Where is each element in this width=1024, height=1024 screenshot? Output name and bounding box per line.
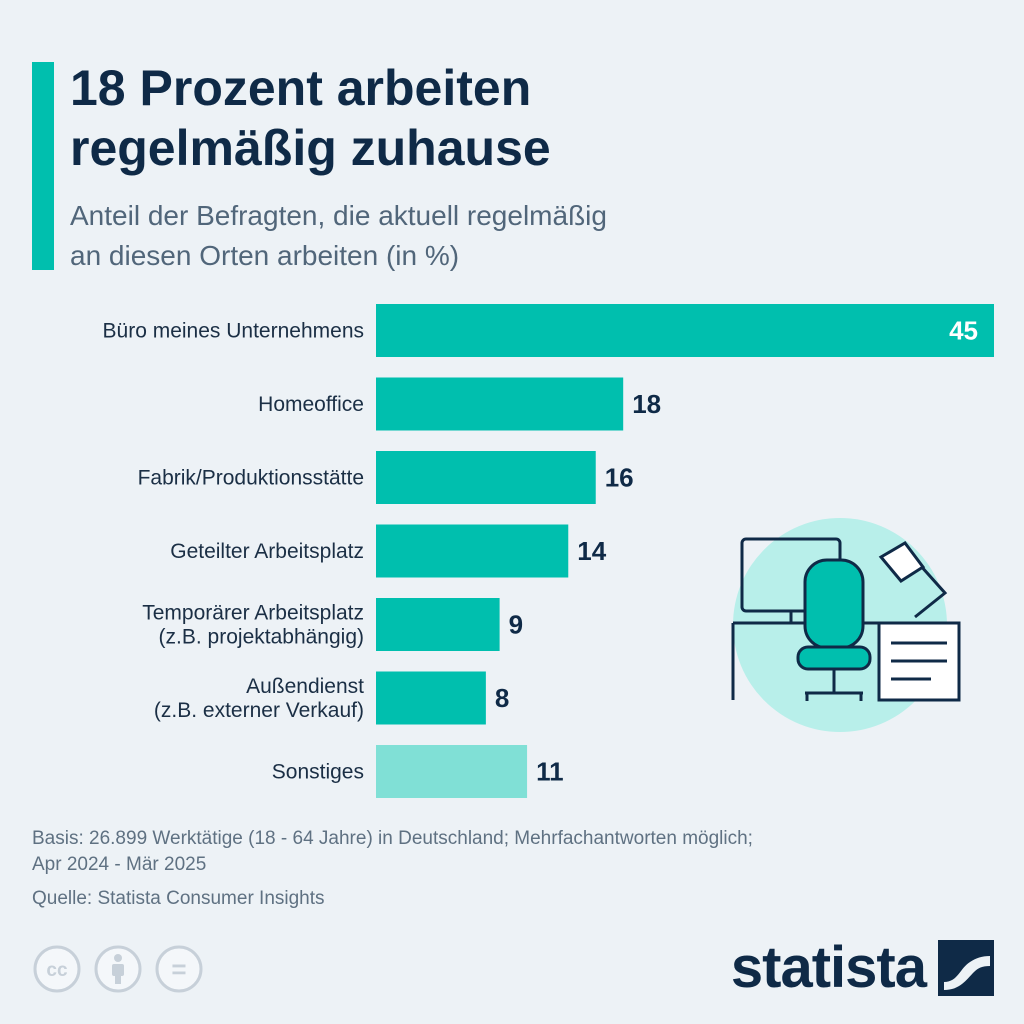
category-label-5-0: Außendienst: [246, 675, 364, 698]
license-icons: cc =: [32, 944, 204, 994]
bar-chart: Büro meines Unternehmens 45 Homeoffice 18 Fa…: [103, 304, 994, 798]
chair-back-icon: [803, 558, 865, 650]
cc-icon[interactable]: cc: [32, 944, 82, 994]
chart-subtitle-line-1: Anteil der Befragten, die aktuell regelm…: [70, 200, 607, 231]
chart-subtitle: Anteil der Befragten, die aktuell regelm…: [70, 196, 607, 276]
bar-4: [376, 598, 500, 651]
category-label-2: Fabrik/Produktionsstätte: [138, 467, 364, 490]
bar-3: [376, 524, 569, 578]
cc-icon-text: cc: [46, 960, 68, 981]
footer-basis-line-1: Basis: 26.899 Werktätige (18 - 64 Jahre)…: [32, 828, 753, 849]
no-derivatives-icon[interactable]: =: [154, 944, 204, 994]
footer-basis-line-2: Apr 2024 - Mär 2025: [32, 854, 207, 875]
chart-subtitle-line-2: an diesen Orten arbeiten (in %): [70, 240, 460, 271]
chart-title-line-1: 18 Prozent arbeiten: [70, 60, 532, 116]
value-label-0: 45: [949, 316, 978, 346]
footer-notes: Basis: 26.899 Werktätige (18 - 64 Jahre)…: [32, 826, 753, 912]
statista-logo-text: statista: [730, 935, 927, 1000]
title-accent-bar: [32, 62, 54, 270]
bar-1: [376, 377, 624, 431]
category-label-0: Büro meines Unternehmens: [103, 320, 364, 343]
category-label-6: Sonstiges: [272, 761, 364, 784]
value-label-2: 16: [605, 463, 634, 493]
value-label-3: 14: [577, 536, 606, 566]
statista-logo[interactable]: statista: [731, 936, 994, 1000]
lamp-shade-icon: [878, 541, 926, 583]
value-label-6: 11: [536, 757, 564, 787]
bar-5: [376, 671, 486, 725]
chair-seat-icon: [796, 645, 872, 671]
nd-icon-text: =: [171, 954, 186, 984]
value-label-5: 8: [495, 683, 509, 713]
attribution-icon[interactable]: [93, 944, 143, 994]
lamp-arm-icon: [914, 564, 948, 619]
chart-title-line-2: regelmäßig zuhause: [70, 120, 551, 176]
bar-0: [376, 304, 994, 357]
category-label-5-1: (z.B. externer Verkauf): [154, 699, 364, 722]
bar-6: [376, 745, 528, 798]
statista-logo-mark-icon: [938, 940, 994, 996]
footer-source: Quelle: Statista Consumer Insights: [32, 888, 325, 909]
bar-2: [376, 451, 596, 504]
category-label-1: Homeoffice: [258, 393, 364, 416]
category-label-4-1: (z.B. projektabhängig): [159, 626, 364, 649]
chart-title: 18 Prozent arbeiten regelmäßig zuhause: [70, 58, 551, 178]
value-label-4: 9: [509, 610, 523, 640]
category-label-4-0: Temporärer Arbeitsplatz: [142, 602, 364, 625]
desk-illustration: [731, 518, 961, 732]
category-label-3: Geteilter Arbeitsplatz: [170, 540, 364, 563]
value-label-1: 18: [632, 389, 661, 419]
